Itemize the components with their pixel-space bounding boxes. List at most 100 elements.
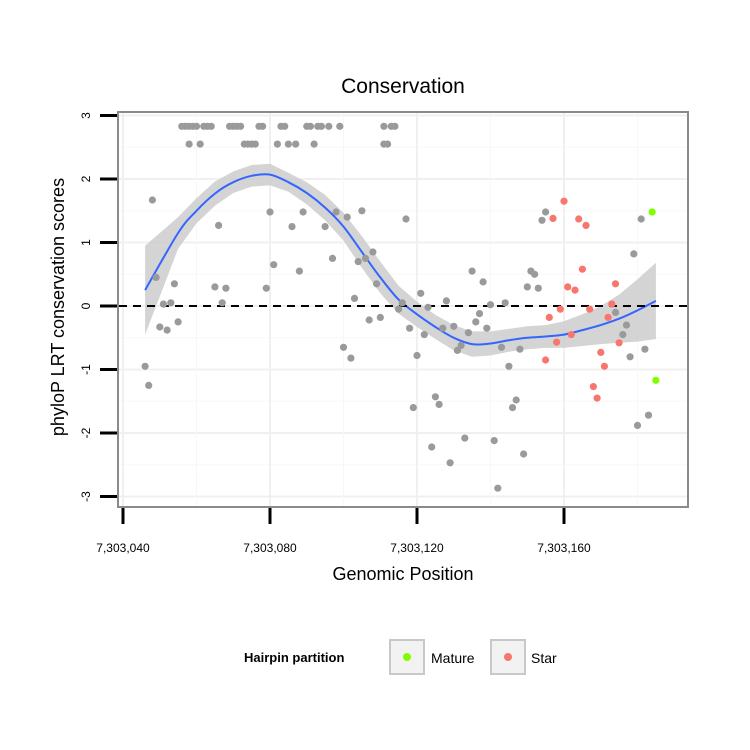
data-point: [501, 299, 509, 307]
x-tick-label: 7,303,080: [243, 541, 297, 555]
data-point: [490, 437, 498, 445]
data-point: [608, 300, 616, 308]
data-point: [593, 394, 601, 402]
data-point: [406, 324, 414, 332]
legend-key-dot: [403, 653, 411, 661]
x-tick-label: 7,303,040: [96, 541, 150, 555]
data-point: [325, 122, 333, 130]
data-point: [483, 324, 491, 332]
data-point: [545, 313, 553, 321]
data-point: [328, 254, 337, 262]
data-point: [218, 299, 226, 307]
data-point: [148, 196, 156, 204]
data-point: [424, 303, 432, 311]
data-point: [380, 122, 388, 130]
data-point: [644, 411, 653, 419]
legend-entry-star: Star: [490, 639, 557, 675]
data-point: [435, 400, 443, 408]
y-tick-label: -1: [79, 364, 93, 375]
data-point: [431, 393, 439, 401]
data-point: [641, 345, 649, 353]
series-other: [141, 122, 653, 492]
data-point: [354, 258, 362, 266]
data-point: [358, 207, 366, 215]
data-point: [145, 381, 153, 389]
data-point: [520, 450, 528, 458]
data-point: [376, 313, 384, 321]
data-point: [251, 140, 259, 148]
data-point: [637, 215, 645, 223]
data-point: [439, 324, 447, 332]
data-point: [395, 305, 403, 313]
y-tick-label: -2: [79, 427, 93, 438]
data-point: [350, 294, 359, 302]
data-point: [317, 122, 325, 130]
data-point: [505, 362, 513, 370]
data-point: [571, 286, 579, 294]
data-point: [582, 221, 590, 229]
data-point: [347, 354, 355, 362]
data-point: [196, 140, 204, 148]
y-tick-label: 1: [79, 239, 93, 246]
data-point: [163, 326, 171, 334]
data-point: [215, 221, 223, 229]
data-point: [361, 254, 370, 262]
data-point: [523, 283, 531, 291]
data-point: [597, 348, 605, 356]
x-axis: 7,303,040 7,303,080 7,303,120 7,303,160: [96, 508, 591, 555]
data-point: [207, 122, 215, 130]
data-point: [567, 331, 575, 339]
data-point: [578, 265, 587, 273]
legend-title: Hairpin partition: [244, 650, 344, 665]
data-point: [373, 280, 381, 288]
data-point: [159, 300, 167, 308]
data-point: [464, 329, 472, 337]
data-point: [486, 301, 495, 309]
data-point: [152, 273, 160, 281]
data-point: [472, 318, 480, 326]
data-point: [339, 343, 348, 351]
data-point: [589, 383, 598, 391]
data-point: [648, 208, 656, 216]
data-point: [284, 140, 292, 148]
chart-title: Conservation: [341, 75, 465, 98]
data-point: [259, 122, 267, 130]
data-point: [281, 122, 289, 130]
data-point: [262, 284, 270, 292]
data-point: [170, 280, 178, 288]
data-point: [575, 215, 583, 223]
data-point: [556, 305, 564, 313]
data-point: [497, 343, 506, 351]
data-point: [413, 351, 421, 360]
data-point: [630, 250, 638, 258]
legend-label-star: Star: [531, 650, 557, 666]
data-point: [534, 284, 542, 292]
legend-key-dot: [504, 653, 512, 661]
data-point: [292, 140, 300, 148]
data-point: [222, 284, 230, 292]
data-point: [453, 346, 461, 354]
data-point: [343, 213, 351, 221]
data-point: [538, 216, 546, 224]
data-point: [167, 299, 175, 307]
series-star: [542, 197, 623, 402]
data-point: [384, 140, 392, 148]
data-point: [622, 321, 631, 329]
data-point: [310, 140, 318, 148]
data-point: [611, 308, 620, 316]
y-axis: -3 -2 -1 0 1 2 3: [79, 112, 117, 502]
x-tick-label: 7,303,160: [537, 541, 591, 555]
data-point: [402, 215, 410, 223]
legend-entry-mature: Mature: [389, 639, 475, 675]
data-point: [652, 376, 660, 384]
data-point: [615, 339, 623, 347]
data-point: [365, 316, 373, 324]
data-point: [211, 283, 219, 291]
data-point: [450, 322, 458, 330]
data-point: [306, 122, 314, 130]
grid-lines: [119, 113, 687, 506]
x-tick-label: 7,303,120: [390, 541, 444, 555]
data-point: [542, 356, 550, 364]
data-point: [542, 208, 550, 216]
